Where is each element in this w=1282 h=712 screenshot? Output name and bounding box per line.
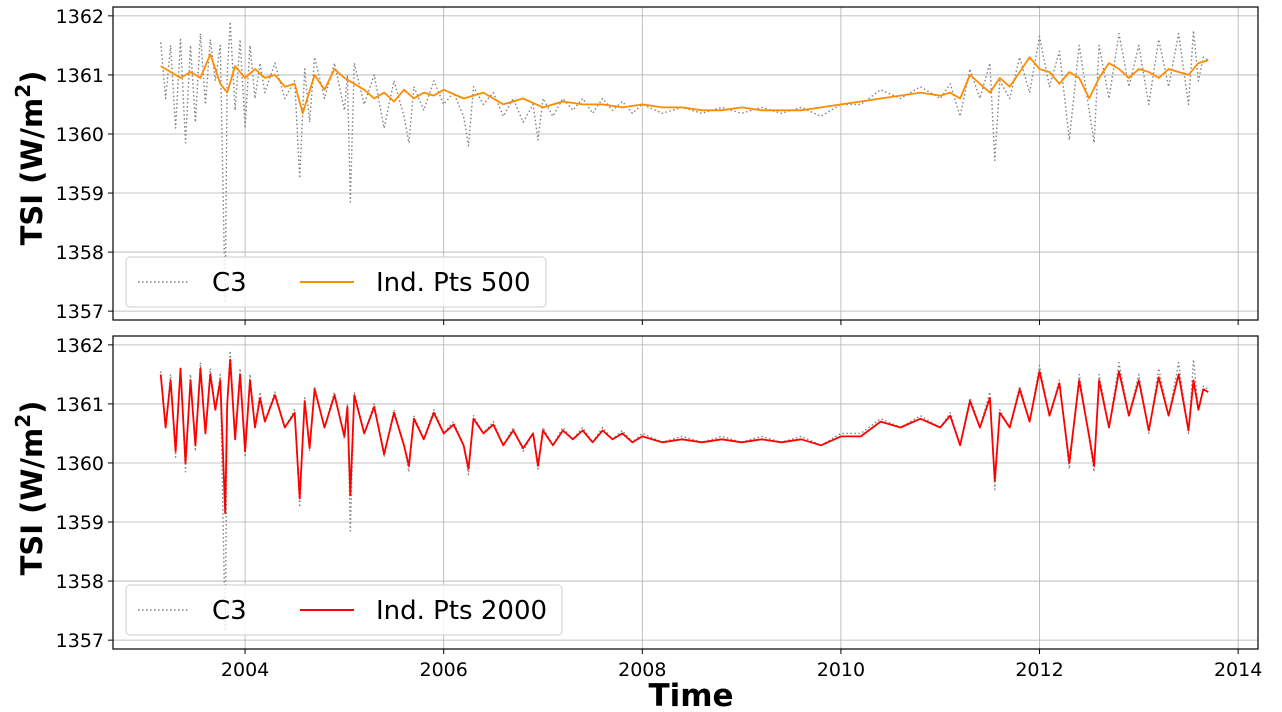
top-y-tick-label: 1357 xyxy=(56,301,104,323)
bottom-y-tick-label: 1360 xyxy=(56,453,104,475)
x-axis-label: Time xyxy=(648,678,733,712)
bottom-y-axis-label-main: TSI (W/m xyxy=(15,428,49,576)
bottom-x-tick-label: 2008 xyxy=(618,659,666,681)
bottom-y-axis: 1357 1358 1359 1360 1361 1362 xyxy=(56,335,113,652)
bottom-plot-frame xyxy=(112,335,1259,650)
bottom-series-layer xyxy=(159,350,1209,632)
bottom-x-tick-label: 2004 xyxy=(221,659,269,681)
bottom-y-axis-label-sup: 2 xyxy=(11,414,35,428)
bottom-x-tick-label: 2014 xyxy=(1214,659,1262,681)
bottom-y-tick-label: 1359 xyxy=(56,512,104,534)
bottom-legend-ind-pts-label: Ind. Pts 2000 xyxy=(376,596,547,626)
top-legend-ind-pts-label: Ind. Pts 500 xyxy=(376,268,531,298)
bottom-x-tick-label: 2010 xyxy=(817,659,865,681)
bottom-series-ind-pts-line xyxy=(159,358,1209,515)
bottom-x-tick-label: 2012 xyxy=(1015,659,1063,681)
top-legend-c3-label: C3 xyxy=(212,268,247,298)
top-x-axis xyxy=(244,320,1239,325)
top-series-c3-line xyxy=(160,21,1209,303)
bottom-x-tick-label: 2006 xyxy=(420,659,468,681)
bottom-grid xyxy=(113,336,1258,649)
top-y-axis-label: TSI (W/m2) xyxy=(11,71,49,246)
bottom-y-axis-label-close: ) xyxy=(15,401,49,414)
top-chart-panel: 1357 1358 1359 1360 1361 1362 TSI (W/m2) C3 I… xyxy=(11,6,1259,325)
top-y-axis-label-main: TSI (W/m xyxy=(15,98,49,246)
bottom-legend: C3 Ind. Pts 2000 xyxy=(125,584,563,636)
top-y-tick-label: 1361 xyxy=(56,65,104,87)
top-y-tick-label: 1362 xyxy=(56,6,104,28)
top-legend: C3 Ind. Pts 500 xyxy=(125,256,547,308)
top-grid xyxy=(113,7,1258,320)
top-y-tick-label: 1359 xyxy=(56,183,104,205)
bottom-y-axis-label: TSI (W/m2) xyxy=(11,401,49,576)
top-y-axis-label-close: ) xyxy=(15,71,49,84)
bottom-y-tick-label: 1357 xyxy=(56,630,104,652)
top-y-tick-label: 1358 xyxy=(56,242,104,264)
top-plot-frame xyxy=(112,6,1259,321)
top-series-layer xyxy=(160,21,1209,303)
bottom-y-tick-label: 1362 xyxy=(56,335,104,357)
bottom-y-tick-label: 1358 xyxy=(56,571,104,593)
bottom-x-axis: 2004 2006 2008 2010 2012 2014 xyxy=(221,649,1262,681)
bottom-y-tick-label: 1361 xyxy=(56,394,104,416)
top-y-axis-label-sup: 2 xyxy=(11,84,35,98)
top-y-tick-label: 1360 xyxy=(56,124,104,146)
top-y-axis: 1357 1358 1359 1360 1361 1362 xyxy=(56,6,113,323)
top-series-ind-pts-line xyxy=(160,53,1209,115)
bottom-chart-panel: 1357 1358 1359 1360 1361 1362 2004 2006 2008 201… xyxy=(11,335,1262,681)
bottom-legend-c3-label: C3 xyxy=(212,596,247,626)
